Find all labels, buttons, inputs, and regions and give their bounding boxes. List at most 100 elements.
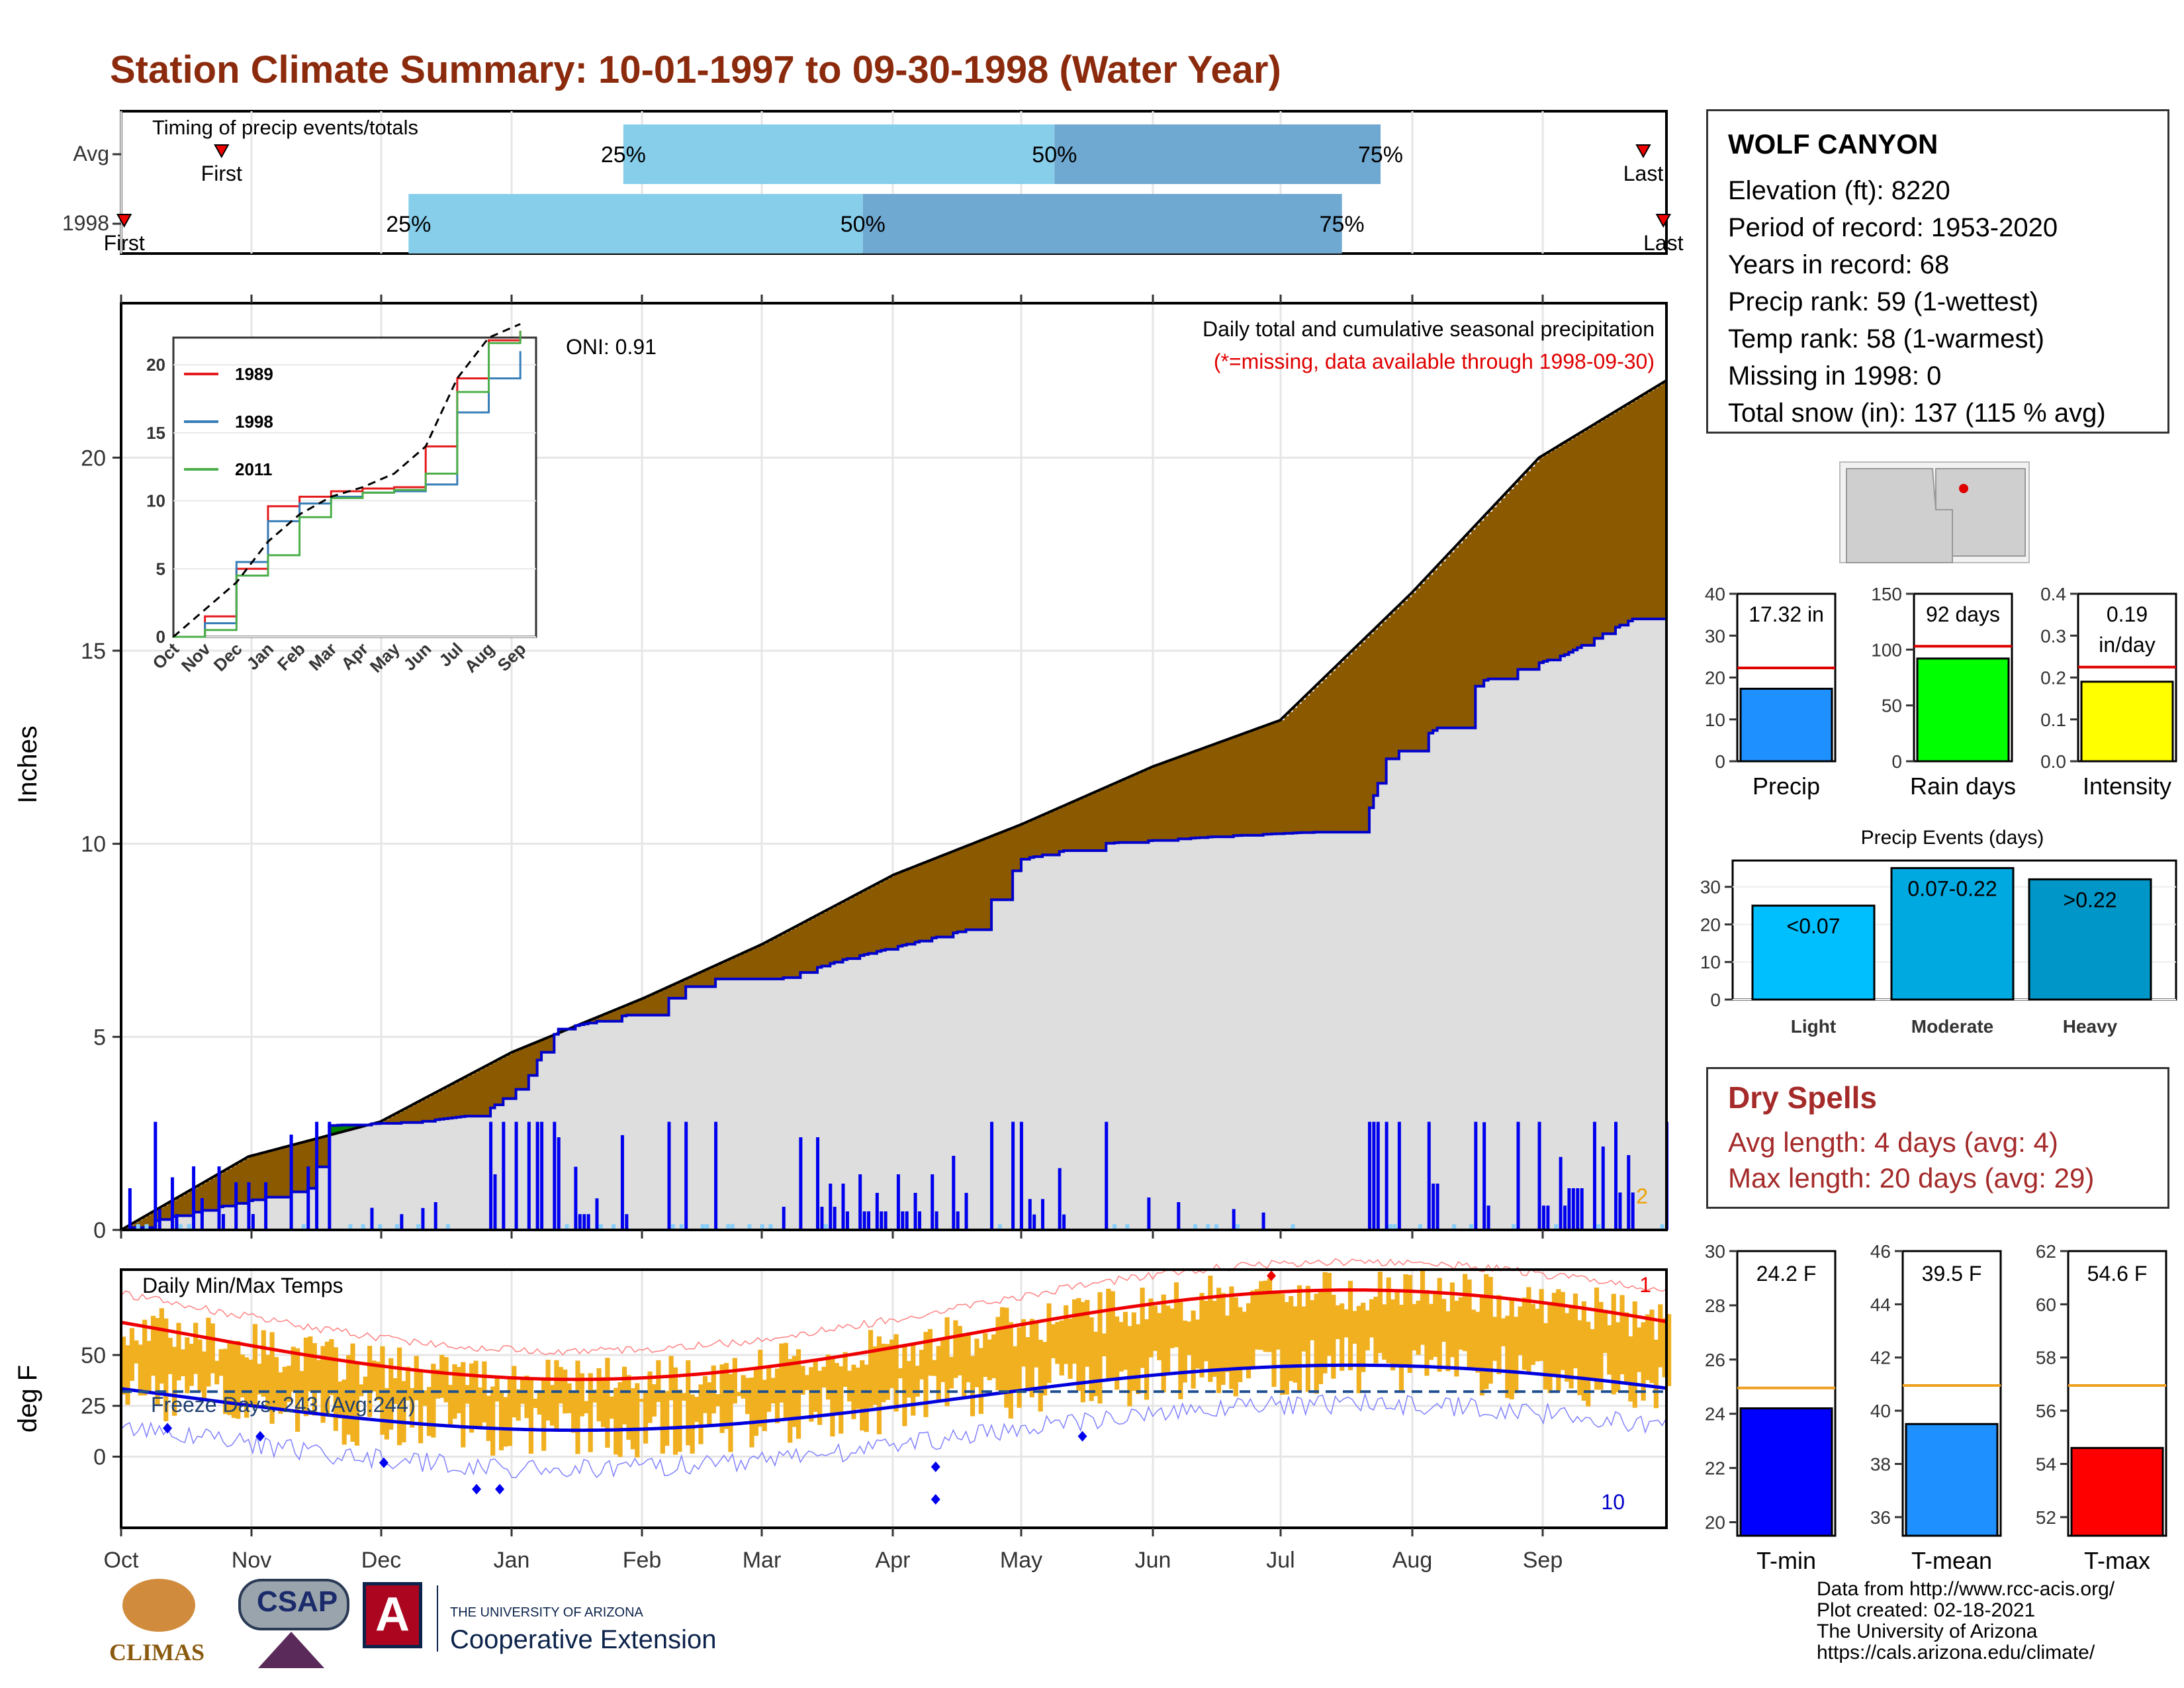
deficit-segment (978, 841, 983, 930)
deficit-segment (1118, 781, 1124, 843)
temp-bar-tick: 62 (2036, 1241, 2056, 1262)
daily-temp-range (138, 1344, 143, 1396)
daily-temp-range (1101, 1333, 1107, 1356)
daily-temp-range (690, 1394, 695, 1454)
last-label: Last (1623, 162, 1664, 185)
deficit-segment (461, 1079, 466, 1117)
daily-temp-range (600, 1377, 606, 1427)
daily-temp-range (1653, 1339, 1659, 1409)
deficit-segment (1152, 767, 1158, 841)
summary-bar (1739, 687, 1833, 763)
daily-temp-range (1238, 1307, 1243, 1382)
daily-temp-range (1071, 1299, 1077, 1364)
grey-area (121, 561, 1666, 1230)
deficit-segment (1050, 811, 1056, 855)
daily-precip-bar (956, 1211, 960, 1230)
deficit-segment (1445, 557, 1451, 728)
daily-temp-range (864, 1364, 869, 1432)
deficit-segment (1560, 444, 1565, 656)
daily-temp-range (1017, 1327, 1022, 1408)
inset-avg-line (173, 323, 521, 638)
deficit-segment (1398, 605, 1404, 751)
daily-temp-range (889, 1339, 895, 1388)
last-marker (1655, 214, 1672, 228)
daily-temp-range (261, 1330, 266, 1397)
daily-temp-range (541, 1378, 547, 1451)
daily-precip-bar (315, 1121, 319, 1230)
daily-temp-range (1632, 1301, 1637, 1408)
daily-temp-range (813, 1359, 818, 1412)
deficit-segment (991, 836, 997, 900)
daily-temp-range (163, 1318, 169, 1422)
deficit-segment (995, 834, 1001, 900)
csap-logo: CSAP (232, 1579, 351, 1671)
daily-snow-bar (768, 1224, 773, 1230)
daily-temp-range (796, 1349, 801, 1439)
pct-label: 50% (1032, 142, 1077, 167)
daily-temp-range (723, 1362, 729, 1429)
deficit-segment (732, 957, 737, 979)
daily-temp-range (422, 1390, 428, 1406)
daily-precip-bar (1474, 1121, 1478, 1230)
deficit-segment (1611, 414, 1616, 634)
deficit-segment (1484, 516, 1489, 680)
daily-temp-range (779, 1343, 784, 1403)
daily-precip-bar (862, 1211, 866, 1230)
daily-temp-range (897, 1368, 903, 1379)
daily-temp-range (1581, 1301, 1586, 1401)
deficit-segment (842, 901, 848, 960)
daily-temp-range (1305, 1286, 1310, 1392)
station-row: Temp rank: 58 (1-warmest) (1728, 324, 2044, 353)
daily-snow-bar (445, 1224, 450, 1230)
daily-temp-range (1463, 1274, 1468, 1352)
deficit-segment (1144, 770, 1149, 843)
deficit-segment (617, 1008, 623, 1021)
deficit-segment (860, 892, 865, 956)
pct-label: 25% (601, 142, 646, 167)
deficit-segment (1475, 525, 1480, 686)
daily-temp-range (635, 1383, 640, 1458)
deficit-segment (893, 874, 899, 950)
deficit-segment (1522, 475, 1527, 670)
daily-temp-range (902, 1344, 907, 1427)
deficit-segment (809, 919, 814, 973)
daily-precip-bar (867, 1211, 871, 1230)
daily-temp-range (1522, 1297, 1527, 1370)
daily-temp-range (1607, 1325, 1612, 1375)
deficit-segment (189, 1190, 194, 1216)
events-bar-label: >0.22 (2064, 888, 2117, 912)
deficit-segment (614, 1010, 619, 1021)
daily-temp-range (265, 1354, 271, 1407)
deficit-segment (1505, 493, 1510, 679)
daily-temp-range (456, 1366, 461, 1413)
daily-precip-bar (1563, 1205, 1567, 1230)
deficit-segment (711, 967, 716, 987)
deficit-segment (1233, 737, 1238, 836)
deficit-segment (206, 1181, 211, 1211)
deficit-segment (1556, 447, 1561, 660)
daily-temp-range (1615, 1322, 1621, 1392)
daily-temp-range (303, 1337, 309, 1417)
deficit-segment (533, 1043, 538, 1076)
deficit-segment (987, 837, 992, 930)
daily-precip-bar (1592, 1121, 1596, 1230)
summary-tick: 0.0 (2040, 751, 2066, 772)
deficit-segment (384, 1119, 389, 1124)
deficit-segment (1310, 691, 1315, 833)
daily-temp-range (516, 1389, 521, 1421)
deficit-segment (1412, 592, 1417, 751)
daily-temp-range (1356, 1305, 1361, 1393)
deficit-segment (639, 1000, 644, 1015)
events-title: Precip Events (days) (1861, 827, 2044, 849)
daily-temp-range (626, 1375, 631, 1440)
deficit-segment (677, 982, 682, 998)
daily-temp-range (554, 1360, 559, 1431)
daily-temp-range (1569, 1307, 1574, 1389)
summary-tick: 20 (1705, 668, 1725, 688)
deficit-segment (1046, 813, 1052, 855)
daily-temp-range (991, 1334, 997, 1378)
deficit-segment (549, 1036, 555, 1053)
deficit-segment (537, 1041, 542, 1060)
deficit-segment (1165, 762, 1171, 841)
deficit-segment (1424, 579, 1430, 751)
